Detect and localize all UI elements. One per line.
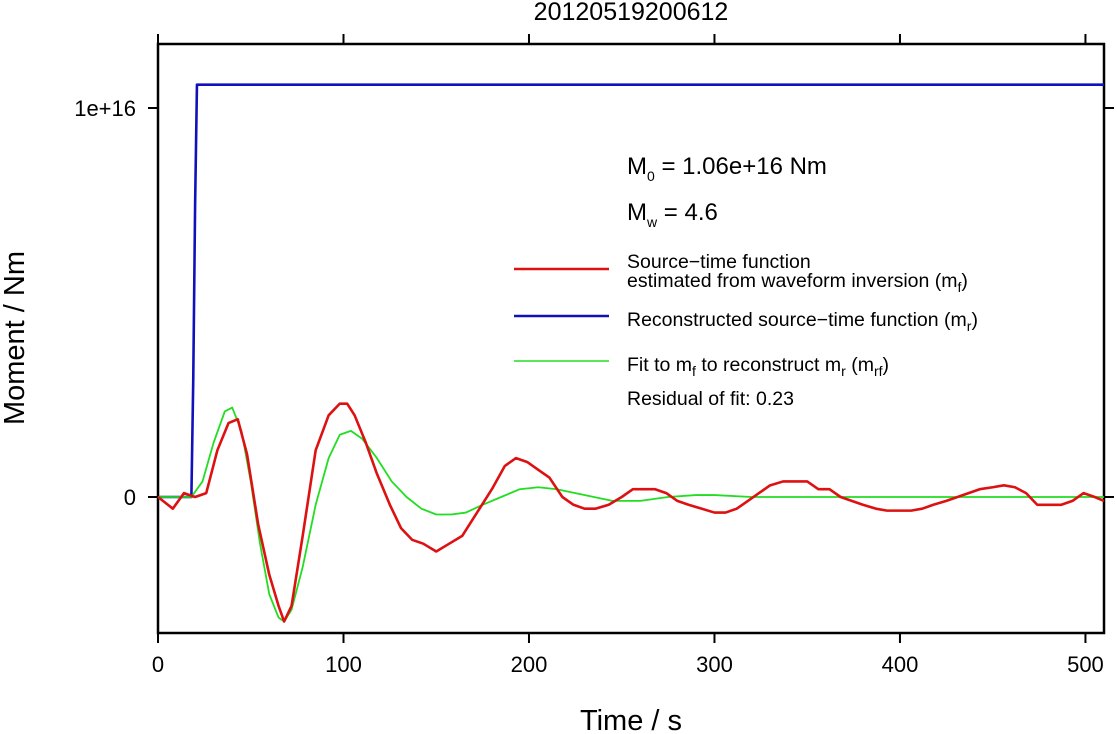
x-tick-label: 0: [152, 652, 164, 677]
legend-label-mr: Reconstructed source−time function (mr): [627, 309, 978, 334]
series-group: [157, 83, 1105, 623]
legend-label-mf-line2: estimated from waveform inversion (mf): [627, 270, 968, 295]
x-axis-label: Time / s: [580, 705, 682, 734]
chart-title: 20120519200612: [534, 0, 729, 26]
plot-frame: [156, 42, 1106, 635]
mw-annotation: Mw = 4.6: [627, 199, 718, 230]
x-tick-label: 100: [325, 652, 362, 677]
x-tick-label: 500: [1067, 652, 1104, 677]
axis-ticks: [148, 34, 1114, 643]
y-tick-label: 0: [124, 485, 136, 510]
legend-label-mrf: Fit to mf to reconstruct mr (mrf): [627, 354, 889, 379]
x-tick-label: 200: [511, 652, 548, 677]
tick-labels: 0 100 200 300 400 500 0 1e+16: [74, 96, 1104, 677]
x-tick-label: 300: [696, 652, 733, 677]
series-line-m-rf: [158, 406, 1104, 623]
x-tick-label: 400: [882, 652, 919, 677]
series-line-m-f: [157, 402, 1105, 623]
y-axis-label: Moment / Nm: [0, 251, 31, 425]
residual-annotation: Residual of fit: 0.23: [627, 388, 794, 410]
y-tick-label: 1e+16: [74, 96, 136, 121]
legend: Source−time function estimated from wave…: [514, 251, 978, 410]
m0-annotation: M0 = 1.06e+16 Nm: [627, 153, 827, 184]
legend-label-mf-line1: Source−time function: [627, 251, 811, 273]
